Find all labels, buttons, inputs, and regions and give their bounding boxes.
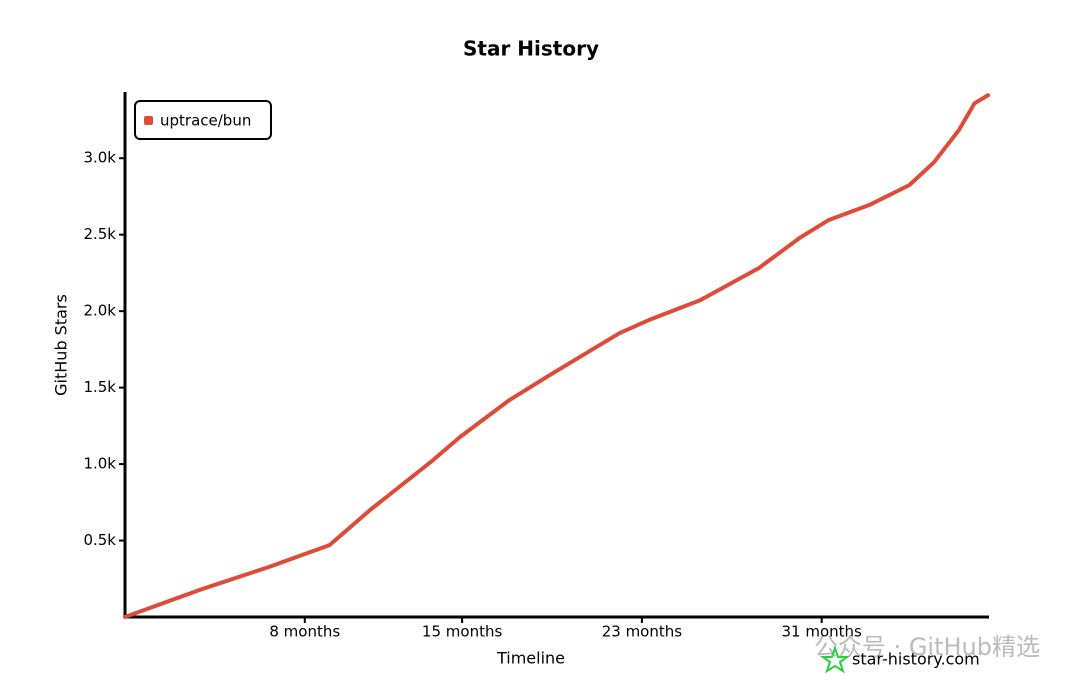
- x-tick-label: 23 months: [602, 623, 683, 641]
- legend-label: uptrace/bun: [160, 112, 251, 130]
- y-tick-label: 2.0k: [83, 302, 116, 320]
- legend-swatch: [144, 116, 153, 125]
- chart-title: Star History: [463, 37, 599, 61]
- watermark: 公众号 · GitHub精选: [814, 633, 1040, 661]
- x-axis-label: Timeline: [496, 649, 565, 668]
- x-tick-label: 31 months: [782, 623, 863, 641]
- y-tick-label: 1.5k: [83, 378, 116, 396]
- series-line: [123, 93, 990, 619]
- x-tick-label: 8 months: [269, 623, 340, 641]
- y-axis-label: GitHub Stars: [52, 294, 71, 396]
- legend-box: [134, 100, 272, 140]
- y-tick-label: 0.5k: [83, 531, 116, 549]
- y-tick-label: 1.0k: [83, 455, 116, 473]
- credit-icon: [819, 644, 851, 674]
- y-tick-label: 2.5k: [83, 225, 116, 243]
- credit: star-history.com: [852, 650, 980, 669]
- x-tick-label: 15 months: [422, 623, 503, 641]
- y-tick-label: 3.0k: [83, 149, 116, 167]
